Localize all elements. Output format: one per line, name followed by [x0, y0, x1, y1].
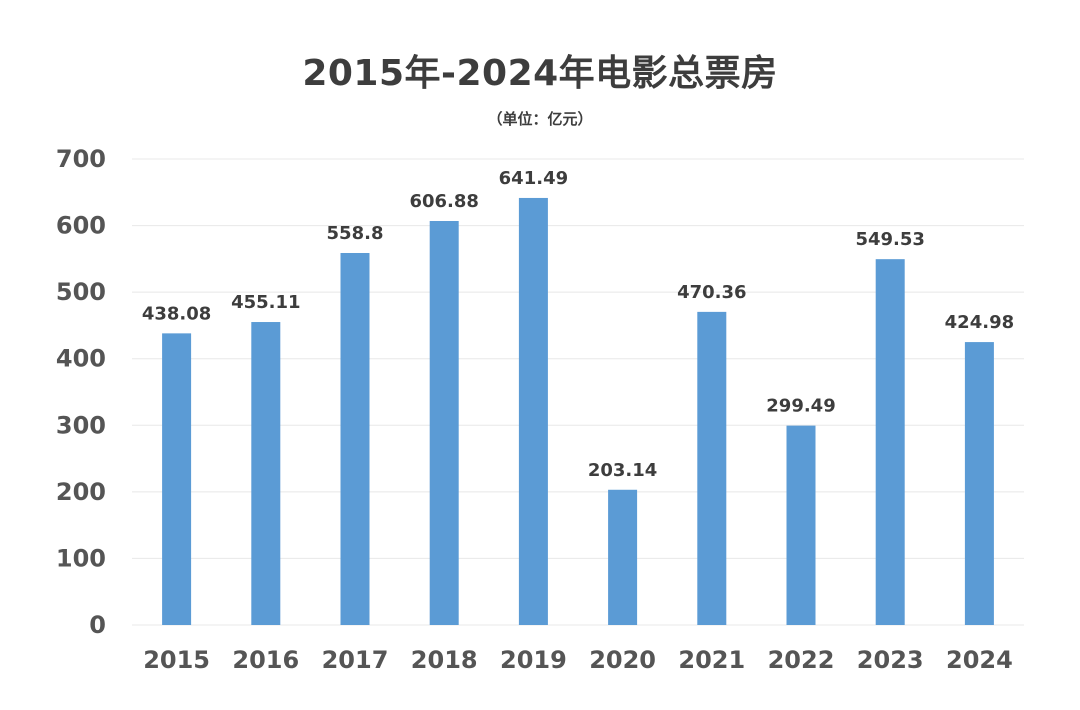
bar — [875, 259, 905, 625]
data-label: 470.36 — [677, 282, 746, 303]
bar — [518, 197, 548, 626]
bar — [340, 252, 370, 626]
x-tick-label: 2018 — [411, 646, 478, 674]
x-tick-label: 2020 — [589, 646, 656, 674]
bar — [964, 342, 994, 625]
x-tick-label: 2021 — [678, 646, 745, 674]
x-tick-label: 2019 — [500, 646, 567, 674]
bar — [429, 220, 459, 625]
data-label: 641.49 — [499, 168, 568, 189]
data-label: 299.49 — [766, 396, 835, 417]
x-tick-label: 2016 — [232, 646, 299, 674]
bar — [697, 311, 727, 625]
x-tick-label: 2015 — [143, 646, 210, 674]
data-label: 558.8 — [327, 223, 384, 244]
y-tick-label: 500 — [56, 278, 106, 306]
chart-subtitle: （单位：亿元） — [487, 110, 593, 128]
bar — [162, 333, 192, 625]
data-label: 606.88 — [409, 191, 478, 212]
bar — [786, 425, 816, 625]
x-tick-label: 2022 — [768, 646, 835, 674]
x-tick-label: 2023 — [857, 646, 924, 674]
y-tick-label: 100 — [56, 544, 106, 572]
data-label: 424.98 — [945, 312, 1014, 333]
y-tick-label: 400 — [56, 345, 106, 373]
chart-title: 2015年-2024年电影总票房 — [302, 53, 778, 94]
data-label: 203.14 — [588, 460, 657, 481]
y-tick-label: 600 — [56, 212, 106, 240]
data-label: 438.08 — [142, 303, 211, 324]
y-tick-label: 0 — [89, 611, 106, 639]
data-label: 549.53 — [855, 229, 924, 250]
data-label: 455.11 — [231, 292, 300, 313]
x-tick-label: 2024 — [946, 646, 1013, 674]
y-tick-label: 300 — [56, 411, 106, 439]
bar — [608, 489, 638, 625]
y-tick-label: 700 — [56, 145, 106, 173]
bar — [251, 322, 281, 625]
y-tick-label: 200 — [56, 478, 106, 506]
x-tick-label: 2017 — [322, 646, 389, 674]
